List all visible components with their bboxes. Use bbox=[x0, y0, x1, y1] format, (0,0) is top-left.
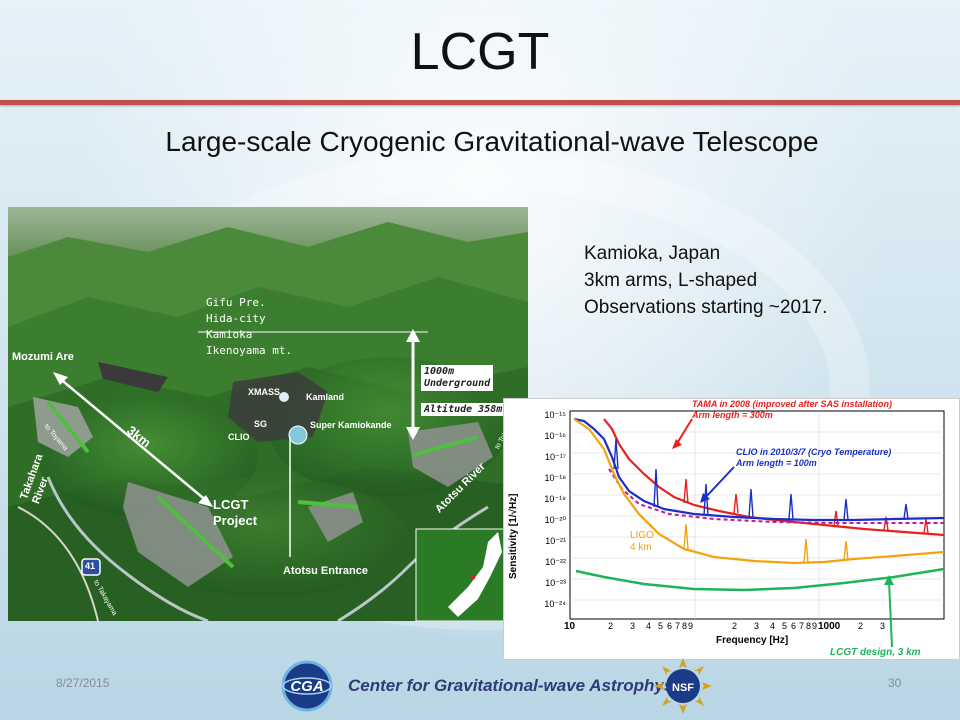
map-depth-line: 1000m bbox=[424, 366, 455, 377]
info-location: Kamioka, Japan bbox=[584, 243, 721, 264]
sensitivity-plot-svg bbox=[569, 410, 945, 648]
clio-spikes bbox=[613, 438, 909, 521]
x-tick-minor: 2 bbox=[732, 621, 738, 631]
map-label-xmass: XMASS bbox=[248, 387, 281, 397]
title-divider bbox=[0, 100, 960, 105]
map-altitude-label: Altitude 358m bbox=[421, 403, 506, 416]
x-tick-minor: 5 bbox=[658, 621, 664, 631]
tama-annotation-line: TAMA in 2008 (improved after SAS install… bbox=[692, 399, 893, 409]
clio-annotation-line: Arm length = 100m bbox=[736, 458, 817, 468]
lcgt-arrow bbox=[888, 580, 893, 648]
map-label-lcgt-line: LCGT bbox=[213, 497, 249, 512]
x-tick-minor: 4 bbox=[770, 621, 776, 631]
footer-date: 8/27/2015 bbox=[56, 676, 110, 690]
x-tick-major: 10 bbox=[564, 621, 576, 632]
x-tick-major: 1000 bbox=[818, 621, 841, 632]
map-label-kamland: Kamland bbox=[306, 392, 345, 402]
plot-frame bbox=[569, 410, 945, 620]
kamioka-aerial-map: Gifu Pre. Hida-city Kamioka Ikenoyama mt… bbox=[8, 207, 528, 621]
x-tick-minor: 3 bbox=[880, 621, 886, 631]
x-tick-minor: 8 bbox=[682, 621, 688, 631]
map-location-line: Hida-city bbox=[206, 312, 266, 325]
map-location-line: Kamioka bbox=[206, 328, 253, 341]
tama-annotation: TAMA in 2008 (improved after SAS install… bbox=[692, 399, 892, 421]
lcgt-curve bbox=[575, 567, 945, 592]
lcgt-annotation: LCGT design, 3 km bbox=[830, 647, 921, 658]
clio-arrowhead bbox=[700, 493, 710, 503]
y-tick: 10⁻²² bbox=[545, 557, 566, 567]
info-observations: Observations starting ~2017. bbox=[584, 297, 828, 318]
x-tick-minor: 9 bbox=[688, 621, 694, 631]
x-tick-minor: 7 bbox=[675, 621, 681, 631]
map-label-mozumi: Mozumi Are bbox=[12, 351, 74, 363]
x-tick-minor: 6 bbox=[667, 621, 673, 631]
lcgt-arrowhead bbox=[884, 575, 894, 585]
clio-annotation: CLIO in 2010/3/7 (Cryo Temperature) Arm … bbox=[736, 447, 891, 469]
y-tick: 10⁻²³ bbox=[545, 578, 566, 588]
y-tick: 10⁻¹⁸ bbox=[544, 473, 566, 483]
x-tick-minor: 5 bbox=[782, 621, 788, 631]
slide-subtitle: Large-scale Cryogenic Gravitational-wave… bbox=[165, 126, 819, 157]
map-depth-box: 1000m Underground bbox=[421, 365, 494, 391]
ligo-annotation: LIGO 4 km bbox=[630, 530, 654, 554]
detector-info: Kamioka, Japan 3km arms, L-shaped Observ… bbox=[584, 240, 827, 321]
y-tick: 10⁻¹⁷ bbox=[544, 452, 566, 462]
slide-number: 30 bbox=[888, 676, 902, 690]
x-tick-minor: 8 bbox=[806, 621, 812, 631]
tama-arrow bbox=[675, 418, 693, 446]
tama-annotation-line: Arm length = 300m bbox=[692, 410, 773, 420]
map-label-atotsu-entrance: Atotsu Entrance bbox=[283, 565, 368, 577]
x-tick-minor: 2 bbox=[608, 621, 614, 631]
cga-logo-text: CGA bbox=[290, 678, 323, 695]
y-tick: 10⁻¹⁵ bbox=[544, 410, 567, 420]
map-label-superk: Super Kamiokande bbox=[310, 420, 392, 430]
tama-curve bbox=[603, 418, 945, 537]
plot-gridlines bbox=[570, 411, 944, 619]
y-tick: 10⁻²⁴ bbox=[544, 599, 566, 609]
ligo-spikes bbox=[683, 523, 849, 564]
map-location-line: Gifu Pre. bbox=[206, 296, 266, 309]
cga-logo-mark: CGA bbox=[281, 660, 333, 712]
ligo-annotation-line: LIGO bbox=[630, 530, 654, 541]
x-tick-minor: 3 bbox=[630, 621, 636, 631]
plot-x-ticks: 10 2 3 4 5 6 7 8 9 100 2 3 4 5 6 7 8 9 1… bbox=[564, 621, 954, 635]
ligo-annotation-line: 4 km bbox=[630, 542, 652, 553]
x-tick-minor: 9 bbox=[812, 621, 818, 631]
dashed-design-curve bbox=[608, 468, 944, 524]
cga-logo: CGA bbox=[276, 660, 338, 717]
clio-curve bbox=[573, 417, 945, 522]
sensitivity-plot: 10⁻¹⁵ 10⁻¹⁶ 10⁻¹⁷ 10⁻¹⁸ 10⁻¹⁹ 10⁻²⁰ 10⁻²… bbox=[503, 398, 960, 660]
nsf-logo-mark: NSF bbox=[654, 658, 712, 714]
y-tick: 10⁻²⁰ bbox=[544, 515, 566, 525]
clio-arrow bbox=[703, 466, 735, 500]
info-arms: 3km arms, L-shaped bbox=[584, 270, 758, 291]
map-label-clio: CLIO bbox=[228, 432, 250, 442]
map-location-line: Ikenoyama mt. bbox=[206, 344, 293, 357]
plot-y-ticks: 10⁻¹⁵ 10⁻¹⁶ 10⁻¹⁷ 10⁻¹⁸ 10⁻¹⁹ 10⁻²⁰ 10⁻²… bbox=[534, 405, 566, 615]
x-tick-major: 100 bbox=[684, 620, 686, 621]
x-tick-minor: 7 bbox=[799, 621, 805, 631]
tama-spikes bbox=[683, 478, 929, 534]
map-location-block: Gifu Pre. Hida-city Kamioka Ikenoyama mt… bbox=[206, 295, 292, 359]
x-tick-minor: 4 bbox=[646, 621, 652, 631]
x-tick-minor: 2 bbox=[858, 621, 864, 631]
nsf-logo-text: NSF bbox=[672, 682, 694, 694]
map-label-sg: SG bbox=[254, 419, 268, 429]
nsf-logo: NSF bbox=[654, 658, 712, 719]
slide-title: LCGT bbox=[410, 23, 550, 81]
clio-annotation-line: CLIO in 2010/3/7 (Cryo Temperature) bbox=[736, 447, 892, 457]
tama-arrowhead bbox=[672, 439, 682, 449]
x-tick-minor: 3 bbox=[754, 621, 760, 631]
y-tick: 10⁻²¹ bbox=[545, 536, 566, 546]
plot-x-label: Frequency [Hz] bbox=[716, 635, 789, 646]
map-depth-line: Underground bbox=[424, 378, 491, 389]
x-tick-minor: 6 bbox=[791, 621, 797, 631]
plot-y-label: Sensitivity [1/√Hz] bbox=[508, 493, 519, 579]
map-label-lcgt: LCGT Project bbox=[213, 497, 257, 529]
route-sign-label: 41 bbox=[85, 561, 96, 571]
y-tick: 10⁻¹⁶ bbox=[544, 431, 566, 441]
y-tick: 10⁻¹⁹ bbox=[544, 494, 566, 504]
map-label-lcgt-line: Project bbox=[213, 513, 258, 528]
footer-center-name: Center for Gravitational-wave Astrophysi… bbox=[348, 676, 697, 695]
